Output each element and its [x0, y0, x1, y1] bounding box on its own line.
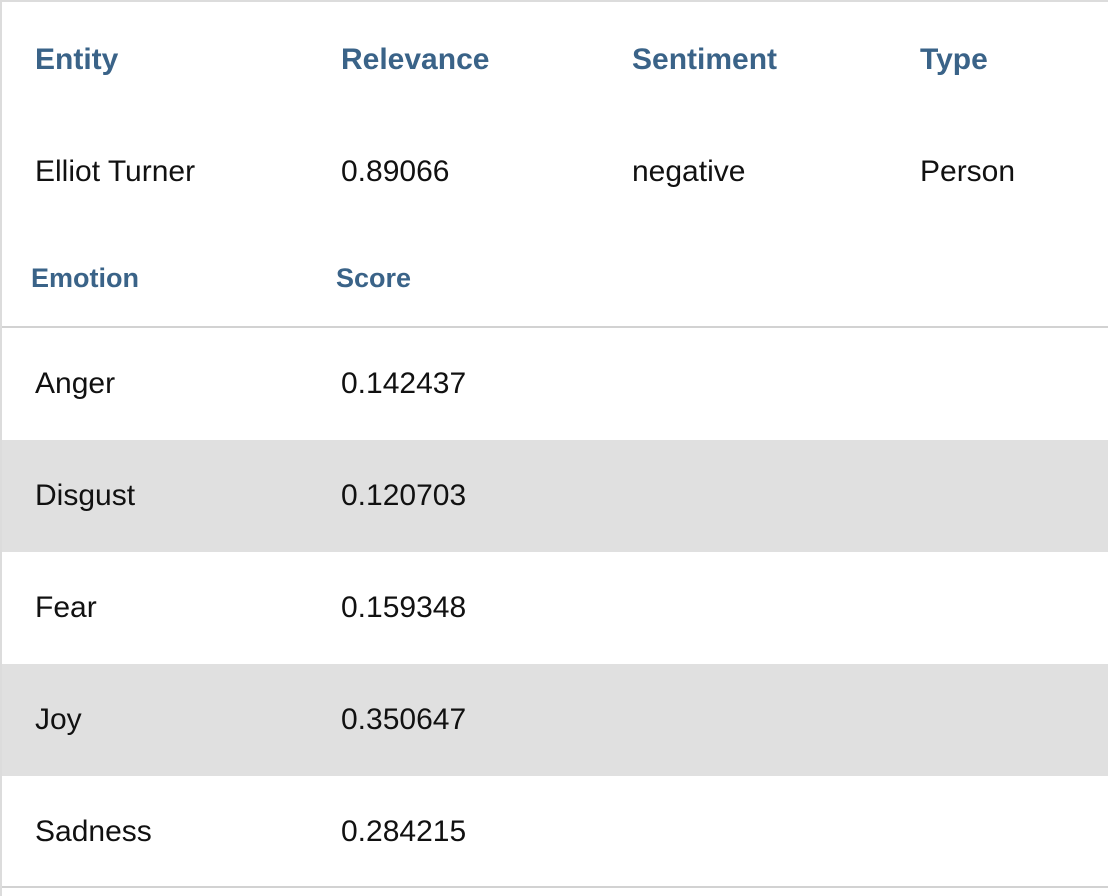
- entity-type: Person: [920, 155, 1016, 188]
- emotion-label: Joy: [35, 703, 82, 736]
- emotion-label: Disgust: [35, 479, 136, 512]
- emotion-label: Anger: [35, 367, 116, 400]
- table-row: Fear 0.159348: [2, 552, 1108, 664]
- header-emotion: Emotion: [31, 263, 139, 293]
- emotion-score: 0.284215: [341, 815, 467, 848]
- header-type: Type: [920, 43, 988, 76]
- entity-table-header: Entity Relevance Sentiment Type: [2, 2, 1108, 122]
- header-sentiment: Sentiment: [632, 43, 778, 76]
- entity-relevance: 0.89066: [341, 155, 450, 188]
- emotion-table-body: Anger 0.142437 Disgust 0.120703 Fear 0.1…: [2, 328, 1108, 888]
- emotion-score: 0.120703: [341, 479, 467, 512]
- emotion-score: 0.159348: [341, 591, 467, 624]
- entity-sentiment: negative: [632, 155, 746, 188]
- table-row: Sadness 0.284215: [2, 776, 1108, 888]
- table-row: Disgust 0.120703: [2, 440, 1108, 552]
- emotion-score: 0.142437: [341, 367, 467, 400]
- table-row: Anger 0.142437: [2, 328, 1108, 440]
- header-score: Score: [336, 263, 412, 293]
- table-row: Joy 0.350647: [2, 664, 1108, 776]
- entity-name: Elliot Turner: [35, 155, 196, 188]
- emotion-label: Sadness: [35, 815, 152, 848]
- header-entity: Entity: [35, 43, 119, 76]
- entity-row: Elliot Turner 0.89066 negative Person: [2, 122, 1108, 226]
- header-relevance: Relevance: [341, 43, 490, 76]
- emotion-label: Fear: [35, 591, 97, 624]
- emotion-score: 0.350647: [341, 703, 467, 736]
- emotion-table-header: Emotion Score: [2, 226, 1108, 328]
